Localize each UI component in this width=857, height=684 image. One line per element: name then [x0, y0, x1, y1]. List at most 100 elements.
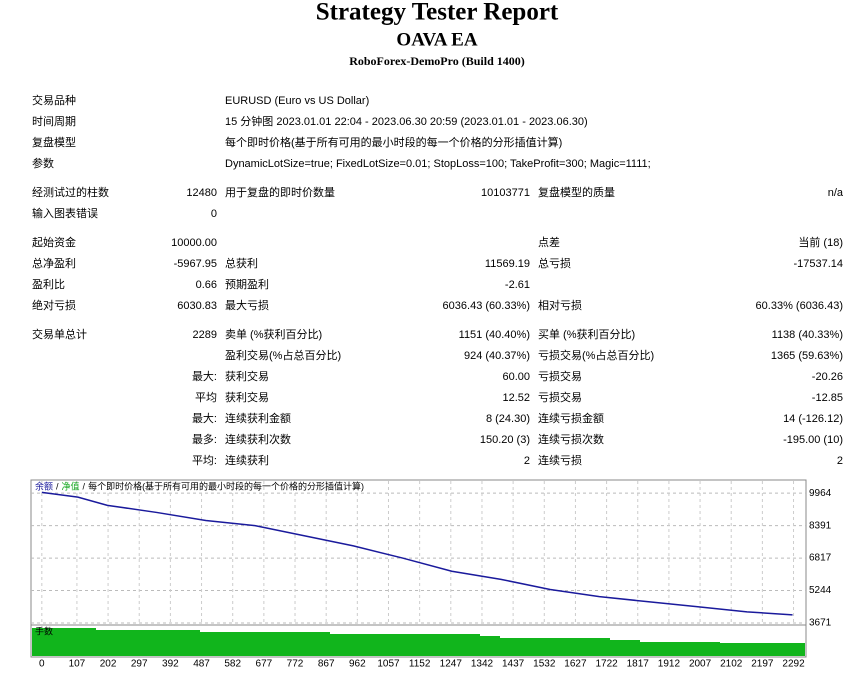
label: 获利交易 — [225, 390, 269, 404]
x-tick-label: 1247 — [440, 659, 463, 670]
value: 150.20 (3) — [480, 434, 530, 446]
label: 点差 — [538, 235, 560, 249]
label: 买单 (%获利百分比) — [538, 328, 635, 341]
y-tick-label: 8391 — [809, 520, 832, 531]
label: 参数 — [32, 156, 54, 170]
x-tick-label: 677 — [256, 659, 273, 670]
x-tick-label: 1722 — [595, 659, 618, 670]
value: 最大: — [192, 411, 217, 425]
value: 12480 — [186, 187, 217, 199]
label: 连续获利 — [225, 453, 269, 467]
value: 0 — [211, 208, 217, 220]
value: 6030.83 — [177, 300, 217, 312]
label: 绝对亏损 — [32, 298, 76, 312]
value: -2.61 — [505, 279, 530, 291]
label: 相对亏损 — [538, 298, 582, 312]
label: 总亏损 — [538, 256, 571, 270]
volume-area — [32, 628, 805, 656]
value: -12.85 — [812, 392, 843, 404]
x-tick-label: 1627 — [564, 659, 587, 670]
label: 起始资金 — [32, 235, 76, 249]
label: 亏损交易 — [538, 390, 582, 404]
x-tick-label: 1057 — [377, 659, 400, 670]
subtitle: OAVA EA — [396, 29, 477, 50]
legend-entry: 每个即时价格(基于所有可用的最小时段的每一个价格的分形插值计算) — [88, 480, 364, 491]
label: 经测试过的柱数 — [32, 185, 109, 199]
label: 获利交易 — [225, 369, 269, 383]
x-tick-label: 297 — [131, 659, 148, 670]
label: EURUSD (Euro vs US Dollar) — [225, 95, 369, 107]
value: 1138 (40.33%) — [772, 329, 843, 341]
value: 最大: — [192, 369, 217, 383]
x-tick-label: 2102 — [720, 659, 743, 670]
label: 连续亏损金额 — [538, 411, 604, 425]
label: 输入图表错误 — [32, 206, 98, 220]
x-tick-label: 487 — [193, 659, 210, 670]
x-tick-label: 772 — [287, 659, 304, 670]
value: -5967.95 — [174, 258, 217, 270]
label: 连续获利金额 — [225, 411, 291, 425]
x-tick-label: 867 — [318, 659, 335, 670]
label: 时间周期 — [32, 115, 76, 128]
label: 15 分钟图 2023.01.01 22:04 - 2023.06.30 20:… — [225, 114, 588, 128]
label: 连续亏损 — [538, 453, 582, 467]
value: -195.00 (10) — [783, 434, 843, 446]
x-tick-label: 1152 — [409, 659, 431, 670]
value: 1151 (40.40%) — [459, 329, 530, 341]
x-tick-label: 1532 — [533, 659, 556, 670]
label: DynamicLotSize=true; FixedLotSize=0.01; … — [225, 158, 651, 170]
label: 连续亏损次数 — [538, 432, 604, 446]
value: 2289 — [193, 329, 217, 341]
x-tick-label: 1342 — [471, 659, 494, 670]
y-tick-label: 9964 — [809, 488, 832, 499]
legend-entry: 净值 — [62, 480, 80, 491]
value: -17537.14 — [793, 258, 843, 270]
legend-entry: 余额 — [35, 480, 53, 491]
y-tick-label: 6817 — [809, 553, 832, 564]
value: 11569.19 — [485, 258, 530, 270]
label: 用于复盘的即时价数量 — [225, 185, 335, 199]
value: 平均 — [195, 391, 217, 404]
legend-separator: / — [83, 481, 86, 491]
label: 每个即时价格(基于所有可用的最小时段的每一个价格的分形插值计算) — [225, 135, 562, 149]
label: 复盘模型的质量 — [538, 185, 615, 199]
value: n/a — [828, 187, 844, 199]
label: 总获利 — [225, 256, 258, 270]
value: 最多: — [192, 432, 217, 446]
x-tick-label: 582 — [224, 659, 241, 670]
label: 总净盈利 — [32, 256, 76, 270]
value: 60.33% (6036.43) — [756, 300, 843, 312]
balance-line — [41, 491, 793, 616]
label: 亏损交易 — [538, 369, 582, 383]
label: 复盘模型 — [32, 135, 76, 149]
x-tick-label: 962 — [349, 659, 366, 670]
x-tick-label: 2007 — [689, 659, 712, 670]
title: Strategy Tester Report — [316, 0, 559, 26]
label: 盈利比 — [32, 278, 65, 291]
value: -20.26 — [812, 371, 843, 383]
x-tick-label: 202 — [100, 659, 117, 670]
y-tick-label: 5244 — [809, 585, 832, 596]
value: 10103771 — [481, 187, 530, 199]
value: 10000.00 — [171, 237, 217, 249]
broker: RoboForex-DemoPro (Build 1400) — [349, 54, 525, 68]
value: 14 (-126.12) — [783, 413, 843, 425]
label: 连续获利次数 — [225, 432, 291, 446]
x-tick-label: 2197 — [751, 659, 774, 670]
label: 盈利交易(%占总百分比) — [225, 348, 341, 362]
value: 6036.43 (60.33%) — [443, 300, 530, 312]
value: 当前 (18) — [798, 235, 843, 249]
label: 交易单总计 — [32, 327, 87, 341]
label: 卖单 (%获利百分比) — [225, 328, 322, 341]
chart-frame — [30, 479, 807, 626]
value: 2 — [524, 455, 530, 467]
y-tick-label: 3671 — [809, 618, 832, 629]
value: 8 (24.30) — [486, 413, 530, 425]
value: 924 (40.37%) — [464, 350, 530, 362]
volume-label: 手数 — [35, 625, 53, 636]
value: 1365 (59.63%) — [771, 350, 843, 362]
x-tick-label: 107 — [69, 659, 86, 670]
x-tick-label: 1817 — [627, 659, 650, 670]
